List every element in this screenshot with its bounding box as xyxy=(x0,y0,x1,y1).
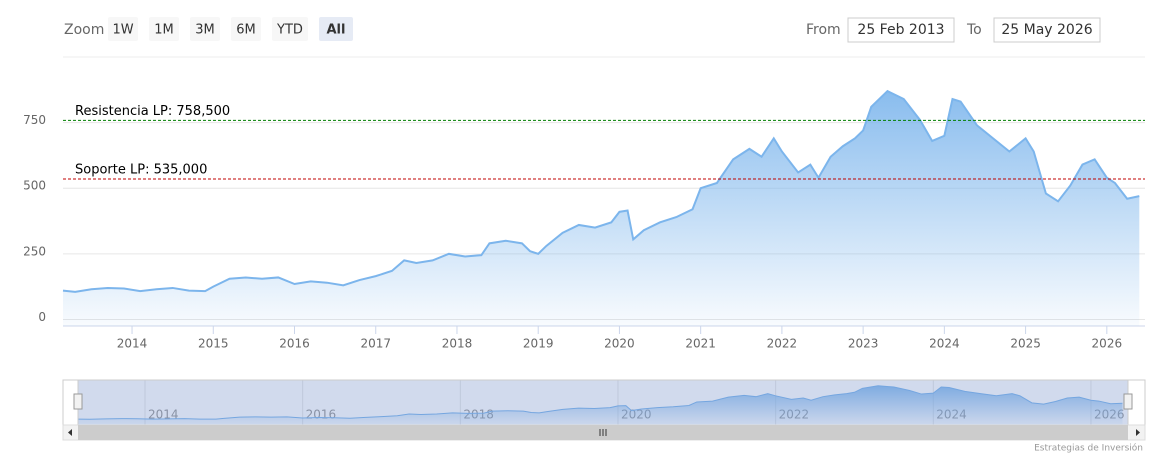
range-button[interactable]: 1M xyxy=(149,17,179,41)
to-input[interactable] xyxy=(993,17,1101,43)
y-tick-label: 250 xyxy=(23,244,46,258)
navigator-handle[interactable] xyxy=(73,393,83,410)
credit: Estrategias de Inversión xyxy=(1034,443,1143,454)
x-tick-label: 2025 xyxy=(1010,337,1041,351)
navigator-line xyxy=(77,385,1123,420)
range-button-label[interactable]: All xyxy=(327,23,346,38)
from-label: From xyxy=(806,22,841,38)
y-tick-label: 500 xyxy=(23,179,46,193)
x-tick-label: 2021 xyxy=(685,337,716,351)
range-button[interactable]: YTD xyxy=(272,17,308,41)
range-button-bg[interactable] xyxy=(231,17,261,41)
x-tick-label: 2019 xyxy=(523,337,554,351)
range-button-label[interactable]: 1W xyxy=(112,23,133,38)
x-tick-label: 2015 xyxy=(198,337,229,351)
main-line xyxy=(62,89,1140,293)
x-tick-label: 2023 xyxy=(848,337,879,351)
range-button[interactable]: 6M xyxy=(231,17,261,41)
x-tick-label: 2020 xyxy=(604,337,635,351)
scroll-grip xyxy=(599,429,607,436)
range-button-label[interactable]: 6M xyxy=(236,23,256,38)
to-label: To xyxy=(966,22,982,38)
range-button-bg[interactable] xyxy=(319,17,353,41)
range-button[interactable]: 1W xyxy=(108,17,138,41)
to-value[interactable]: 25 May 2026 xyxy=(1001,22,1092,38)
navigator-mask xyxy=(77,379,1129,426)
main-area xyxy=(63,91,1140,327)
x-tick-label: 2022 xyxy=(767,337,798,351)
x-tick-label: 2018 xyxy=(442,337,473,351)
y-tick-label: 750 xyxy=(23,113,46,127)
range-button-bg[interactable] xyxy=(272,17,308,41)
range-button[interactable]: 3M xyxy=(190,17,220,41)
y-tick-label: 0 xyxy=(38,310,46,324)
scroll-left[interactable] xyxy=(68,429,72,436)
x-tick-label: 2014 xyxy=(117,337,148,351)
range-button-bg[interactable] xyxy=(108,17,138,41)
range-button-bg[interactable] xyxy=(149,17,179,41)
scroll-right[interactable] xyxy=(1136,429,1140,436)
navigator-area xyxy=(78,385,1123,425)
navigator-handle[interactable] xyxy=(1123,393,1133,410)
range-button-label[interactable]: 1M xyxy=(154,23,174,38)
x-tick-label: 2016 xyxy=(279,337,310,351)
navigator-tick-label: 2014 xyxy=(148,408,179,422)
plot-line-label: Resistencia LP: 758,500 xyxy=(75,104,230,119)
zoom-label: Zoom xyxy=(64,22,104,38)
from-input[interactable] xyxy=(847,17,955,43)
from-value[interactable]: 25 Feb 2013 xyxy=(857,22,944,38)
range-button-bg[interactable] xyxy=(190,17,220,41)
range-button-label[interactable]: YTD xyxy=(276,23,303,38)
x-tick-label: 2017 xyxy=(360,337,391,351)
x-tick-label: 2026 xyxy=(1092,337,1123,351)
plot-line-label: Soporte LP: 535,000 xyxy=(75,163,207,178)
x-tick-label: 2024 xyxy=(929,337,960,351)
range-button[interactable]: All xyxy=(319,17,353,41)
range-button-label[interactable]: 3M xyxy=(195,23,215,38)
